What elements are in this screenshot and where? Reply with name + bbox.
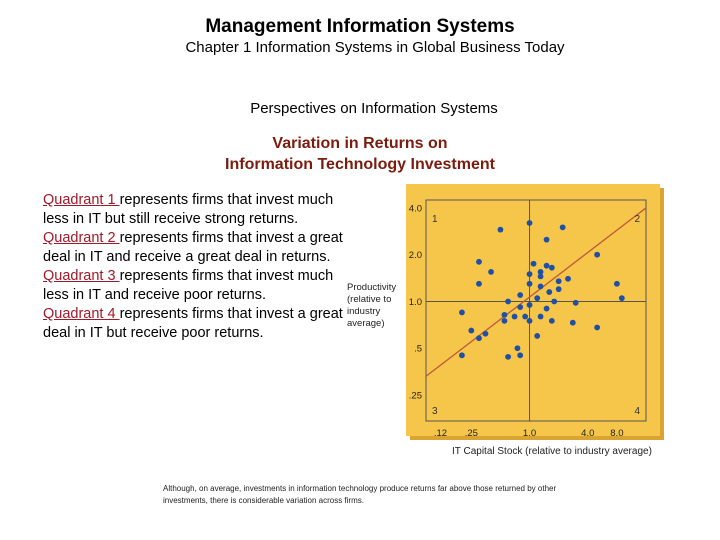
data-point [468,327,475,334]
quadrant-2-text: represents firms that invest a great dea… [43,230,343,265]
data-point [559,224,566,231]
data-point [505,298,511,305]
data-point [537,313,544,320]
data-point [476,258,482,265]
slide-heading-line1: Variation in Returns on [272,135,448,152]
x-tick-label: 4.0 [581,428,594,439]
data-point [537,273,544,280]
data-point [534,295,541,302]
section-title: Perspectives on Information Systems [250,100,498,117]
data-point [511,313,518,320]
data-point [551,298,558,305]
x-axis-label: IT Capital Stock (relative to industry a… [452,446,652,457]
y-tick-label: 4.0 [409,203,422,214]
data-point [565,275,571,282]
y-tick-label: 1.0 [409,297,422,308]
data-point [534,333,541,339]
points-layer [459,220,625,360]
data-point [530,260,537,267]
data-point [594,251,601,258]
x-tick-label: .25 [465,428,478,439]
data-point [526,302,533,308]
quadrant-4-link[interactable]: Quadrant 4 [43,306,120,322]
data-point [548,317,555,324]
y-axis-label-line: industry [347,306,381,317]
quadrant-1-description: Quadrant 1 represents firms that invest … [43,191,343,229]
y-axis-label-line: Productivity [347,282,396,293]
plot-frame [425,199,647,422]
data-point [543,262,550,269]
data-point [459,309,465,316]
quadrant-1-text: represents firms that invest much less i… [43,192,334,227]
data-point [555,278,562,285]
quadrant-descriptions: Quadrant 1 represents firms that invest … [43,191,343,343]
data-point [618,295,625,302]
data-point [476,280,482,287]
data-point [488,268,494,275]
quadrant-number-3: 3 [432,406,438,417]
quadrant-number-1: 1 [432,214,438,225]
data-point [501,317,508,324]
data-point [537,268,544,275]
data-point [497,226,504,233]
data-point [526,271,533,278]
quadrant-4-description: Quadrant 4 represents firms that invest … [43,305,343,343]
quadrant-3-description: Quadrant 3 represents firms that invest … [43,267,343,305]
data-point [569,319,576,326]
x-tick-label: .12 [434,428,447,439]
data-point [476,335,482,342]
y-tick-label: .25 [409,390,422,401]
data-point [594,324,601,331]
slide-heading-line2: Information Technology Investment [225,156,495,173]
scatter-chart: Productivity(relative toindustryaverage)… [347,184,664,457]
data-point [517,352,524,359]
data-point [526,280,533,287]
data-point [482,330,489,337]
quadrant-3-text: represents firms that invest much less i… [43,268,334,303]
data-point [501,311,508,318]
y-tick-label: .5 [414,344,422,355]
chart-panel [406,184,660,436]
main-title: Management Information Systems [205,16,515,37]
figure-caption: Although, on average, investments in inf… [163,484,557,505]
quadrant-4-text: represents firms that invest a great dea… [43,306,343,341]
data-point [613,280,620,287]
data-point [522,313,529,320]
data-point [517,292,524,298]
data-point [546,289,553,295]
quadrant-number-4: 4 [634,406,640,417]
axes-layer: .25 .5 1.0 2.0 4.0 .12 .25 1.0 4.0 8.0 1 2 3 4 [409,200,647,439]
data-point [543,305,550,312]
data-point [572,299,579,306]
quadrant-1-link[interactable]: Quadrant 1 [43,192,120,208]
x-tick-label: 1.0 [523,428,536,439]
data-point [514,345,521,352]
slide-heading: Variation in Returns on Information Tech… [0,133,720,175]
data-point [459,352,465,359]
data-point [505,353,511,360]
data-point [537,283,544,290]
data-point [555,286,562,293]
quadrant-2-link[interactable]: Quadrant 2 [43,230,120,246]
y-axis-label-line: average) [347,318,385,329]
quadrant-number-2: 2 [634,214,640,225]
data-point [526,220,533,226]
data-point [526,317,533,324]
quadrant-3-link[interactable]: Quadrant 3 [43,268,120,284]
y-tick-label: 2.0 [409,250,422,261]
data-point [543,236,550,243]
trend-line [425,207,647,377]
y-axis-label-line: (relative to [347,294,391,305]
quadrant-2-description: Quadrant 2 represents firms that invest … [43,229,343,267]
data-point [517,304,524,310]
chapter-subtitle: Chapter 1 Information Systems in Global … [185,39,565,56]
x-tick-label: 8.0 [610,428,623,439]
data-point [548,264,555,271]
